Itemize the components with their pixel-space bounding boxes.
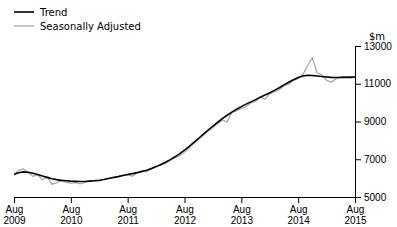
legend-item: Trend (14, 7, 67, 18)
x-tick-mark (128, 197, 129, 203)
y-axis-line (356, 47, 362, 198)
x-tick-label: Aug2009 (3, 204, 26, 226)
y-tick-mark (355, 122, 361, 123)
x-tick-mark (71, 197, 72, 203)
y-tick: 7000 (355, 154, 387, 165)
x-tick-label: Aug2015 (344, 204, 367, 226)
x-tick: Aug2012 (174, 197, 197, 226)
x-tick: Aug2009 (3, 197, 26, 226)
series-line (14, 58, 355, 184)
x-tick-label: Aug2013 (231, 204, 254, 226)
x-tick-label: Aug2011 (117, 204, 139, 226)
y-tick-label: 9000 (364, 116, 387, 127)
legend-swatch (14, 11, 34, 13)
y-tick-mark (355, 159, 361, 160)
y-tick-label: 13000 (364, 41, 392, 52)
x-tick-label: Aug2014 (288, 204, 311, 226)
x-tick: Aug2011 (117, 197, 139, 226)
y-tick: 5000 (355, 192, 387, 203)
y-tick-label: 5000 (364, 192, 387, 203)
legend: Trend Seasonally Adjusted (14, 7, 141, 32)
x-tick-mark (241, 197, 242, 203)
x-axis-line (15, 198, 356, 204)
y-axis: 5000 7000 9000 11000 13000 (355, 41, 392, 203)
lines (14, 58, 355, 184)
y-tick-mark (355, 197, 361, 198)
series-line (14, 75, 355, 181)
x-tick-label: Aug2010 (60, 204, 83, 226)
y-tick-label: 7000 (364, 154, 387, 165)
legend-item: Seasonally Adjusted (14, 21, 141, 32)
legend-swatch (14, 25, 34, 26)
x-tick-label: Aug2012 (174, 204, 197, 226)
y-tick: 13000 (355, 41, 392, 52)
y-tick: 9000 (355, 116, 387, 127)
x-tick: Aug2014 (288, 197, 311, 226)
y-tick-mark (355, 46, 361, 47)
x-tick: Aug2013 (231, 197, 254, 226)
plot-area: Aug2009 Aug2010 Aug2011 Aug2012 Aug2013 Aug20… (3, 31, 392, 226)
y-axis-label: $m (369, 31, 385, 42)
legend-label: Seasonally Adjusted (40, 21, 141, 32)
y-tick: 11000 (355, 78, 392, 89)
x-tick-mark (14, 197, 15, 203)
y-tick-mark (355, 84, 361, 85)
chart: Aug2009 Aug2010 Aug2011 Aug2012 Aug2013 Aug20… (0, 0, 397, 227)
x-tick-mark (185, 197, 186, 203)
x-axis: Aug2009 Aug2010 Aug2011 Aug2012 Aug2013 Aug20… (3, 197, 367, 226)
x-tick: Aug2010 (60, 197, 83, 226)
legend-label: Trend (39, 7, 67, 18)
x-tick-mark (298, 197, 299, 203)
y-tick-label: 11000 (364, 78, 392, 89)
